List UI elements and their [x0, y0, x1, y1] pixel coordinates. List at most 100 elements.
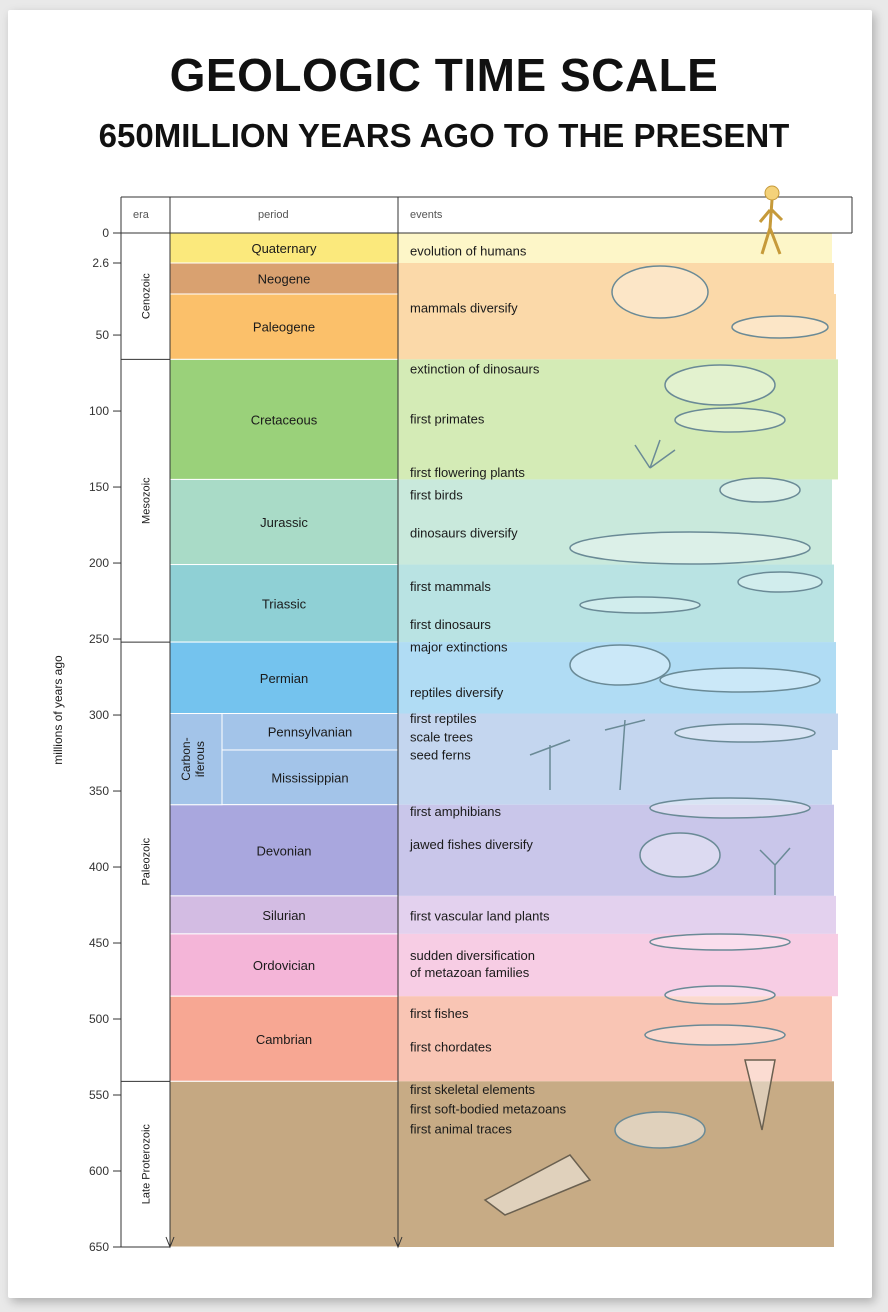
event-label: first amphibians — [410, 804, 502, 819]
era-label: Cenozoic — [141, 273, 153, 319]
period-label: Cambrian — [256, 1032, 312, 1047]
period-label: Mississippian — [271, 770, 348, 785]
event-label: first flowering plants — [410, 465, 525, 480]
period-cell — [169, 478, 399, 566]
dinosaur-icon — [569, 531, 811, 565]
dinosaur-icon — [664, 364, 776, 406]
event-band — [398, 263, 834, 295]
event-label: evolution of humans — [410, 243, 527, 258]
event-band — [398, 713, 838, 750]
time-axis: 0 2.6 50 100 150 200 250 300 350 400 450 500 550 600 6… — [51, 197, 122, 1254]
axis-tick-label: 250 — [89, 632, 109, 646]
axis-tick-label: 500 — [89, 1012, 109, 1026]
period-label: Triassic — [262, 596, 307, 611]
period-cell — [169, 358, 399, 480]
axis-tick-label: 400 — [89, 860, 109, 874]
period-label: Devonian — [257, 843, 312, 858]
event-label: dinosaurs diversify — [410, 526, 518, 541]
illustrations — [483, 185, 829, 1216]
period-label: Jurassic — [260, 515, 308, 530]
carboniferous-label: Carbon-iferous — [179, 737, 207, 780]
axis-tick-label: 150 — [89, 480, 109, 494]
primate-icon — [674, 407, 786, 433]
event-label: mammals diversify — [410, 301, 518, 316]
axis-title: millions of years ago — [51, 655, 65, 765]
bird-icon — [719, 477, 801, 503]
header-era: era — [133, 209, 150, 221]
event-label: first animal traces — [410, 1121, 512, 1136]
event-label: reptiles diversify — [410, 685, 504, 700]
period-cell — [169, 293, 399, 360]
event-band — [398, 933, 838, 997]
axis-tick-label: 450 — [89, 936, 109, 950]
event-label: sudden diversification — [410, 948, 535, 963]
tree-icon — [529, 739, 571, 790]
shell-icon — [649, 933, 791, 951]
period-cell — [169, 995, 399, 1082]
event-band — [398, 749, 832, 805]
table-frame: era period events — [121, 196, 853, 1249]
axis-tick-label: 50 — [96, 328, 110, 342]
event-band — [398, 479, 832, 565]
event-band — [398, 564, 834, 643]
period-cell — [169, 1080, 399, 1248]
period-label: Cretaceous — [251, 412, 318, 427]
reptile-icon — [659, 667, 821, 693]
era-name: Mesozoic — [141, 477, 153, 524]
era-name: Paleozoic — [141, 837, 153, 885]
reptile-icon — [674, 723, 816, 743]
event-band — [398, 359, 838, 480]
dinosaur-icon — [579, 596, 701, 614]
reptile-icon — [737, 571, 823, 593]
event-label: major extinctions — [410, 640, 508, 655]
axis-tick-label: 350 — [89, 784, 109, 798]
event-band — [398, 1081, 834, 1247]
axis-tick-label: 2.6 — [92, 256, 109, 270]
period-label: Ordovician — [253, 958, 315, 973]
period-column: Quaternary Neogene Paleogene Cretaceous Jura… — [169, 232, 399, 1248]
event-band — [398, 294, 836, 360]
plant-icon — [759, 847, 791, 895]
carboniferous-label-line: iferous — [193, 741, 207, 777]
fish-icon — [639, 832, 721, 878]
era-name: Cenozoic — [141, 273, 153, 319]
period-cell — [221, 749, 399, 806]
event-band — [398, 233, 832, 263]
event-label: first mammals — [410, 579, 491, 594]
axis-tick-label: 650 — [89, 1240, 109, 1254]
era-label: Mesozoic — [141, 477, 153, 524]
tree-icon — [604, 719, 646, 791]
period-cell — [169, 641, 399, 715]
page-title: GEOLOGIC TIME SCALE — [169, 49, 719, 101]
event-band — [398, 895, 836, 934]
period-cell — [169, 895, 399, 935]
period-label: Silurian — [262, 908, 305, 923]
mammal-icon — [569, 644, 671, 686]
event-band — [398, 996, 832, 1082]
fish-icon — [649, 797, 811, 819]
period-cell — [169, 262, 399, 295]
event-bands — [398, 233, 838, 1247]
mammal-icon — [731, 315, 829, 339]
era-label: Late Proterozoic — [141, 1124, 153, 1205]
event-label: first chordates — [410, 1039, 492, 1054]
fish-icon — [644, 1024, 786, 1046]
event-label: first vascular land plants — [410, 909, 550, 924]
event-label: scale trees — [410, 729, 473, 744]
axis-tick-label: 300 — [89, 708, 109, 722]
event-label: seed ferns — [410, 748, 471, 763]
axis-tick-label: 200 — [89, 556, 109, 570]
shell-icon — [744, 1059, 776, 1131]
event-label: first fishes — [410, 1006, 469, 1021]
period-label: Paleogene — [253, 320, 315, 335]
event-band — [398, 642, 836, 714]
plant-icon — [634, 439, 676, 469]
event-label: first dinosaurs — [410, 617, 491, 632]
event-label: first skeletal elements — [410, 1082, 535, 1097]
mammal-icon — [611, 265, 709, 319]
event-label: first reptiles — [410, 711, 477, 726]
period-label: Permian — [260, 671, 308, 686]
period-label: Pennsylvanian — [268, 725, 353, 740]
event-label: first birds — [410, 488, 463, 503]
